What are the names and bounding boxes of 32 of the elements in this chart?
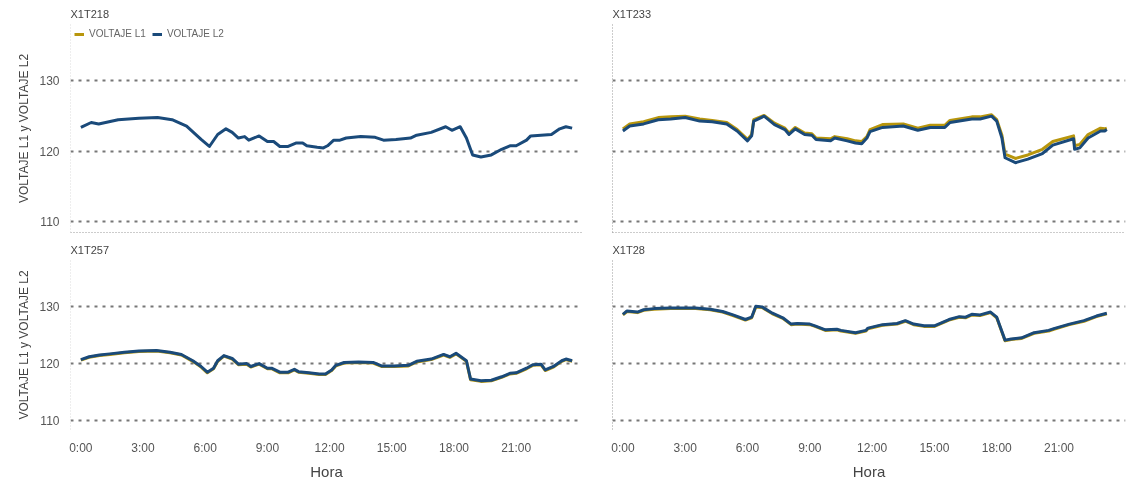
x-tick-label: 18:00 <box>438 440 470 455</box>
legend-label: VOLTAJE L1 <box>89 28 146 39</box>
x-tick-label: 3:00 <box>673 440 698 455</box>
chart-title: X1T257 <box>70 243 110 256</box>
x-tick-label: 0:00 <box>69 440 93 455</box>
x-tick-label: 0:00 <box>611 440 635 455</box>
y-tick-label: 120 <box>39 357 60 372</box>
x-tick-label: 12:00 <box>857 440 888 455</box>
y-axis-title: VOLTAJE L1 y VOLTAJE L2 <box>17 270 32 420</box>
x-axis-title: Hora <box>310 462 344 480</box>
y-tick-label: 110 <box>40 215 60 230</box>
x-tick-label: 6:00 <box>193 440 218 455</box>
y-tick-label: 130 <box>39 299 60 314</box>
chart-title: X1T218 <box>70 7 110 20</box>
x-tick-label: 12:00 <box>314 440 345 455</box>
x-tick-label: 21:00 <box>1044 440 1075 455</box>
y-tick-label: 110 <box>40 414 60 429</box>
chart-title: X1T28 <box>612 243 645 256</box>
y-tick-label: 130 <box>39 74 60 89</box>
y-tick-label: 120 <box>39 144 60 159</box>
x-tick-label: 15:00 <box>919 440 950 455</box>
legend-label: VOLTAJE L2 <box>166 28 224 39</box>
chart-title: X1T233 <box>612 7 652 20</box>
x-tick-label: 9:00 <box>255 440 280 455</box>
y-axis-title: VOLTAJE L1 y VOLTAJE L2 <box>17 53 32 204</box>
x-tick-label: 6:00 <box>735 440 760 455</box>
x-tick-label: 15:00 <box>376 440 408 455</box>
x-axis-title: Hora <box>852 462 886 480</box>
x-tick-label: 9:00 <box>798 440 822 455</box>
x-tick-label: 3:00 <box>131 440 156 455</box>
x-tick-label: 18:00 <box>981 440 1013 455</box>
x-tick-label: 21:00 <box>501 440 532 455</box>
